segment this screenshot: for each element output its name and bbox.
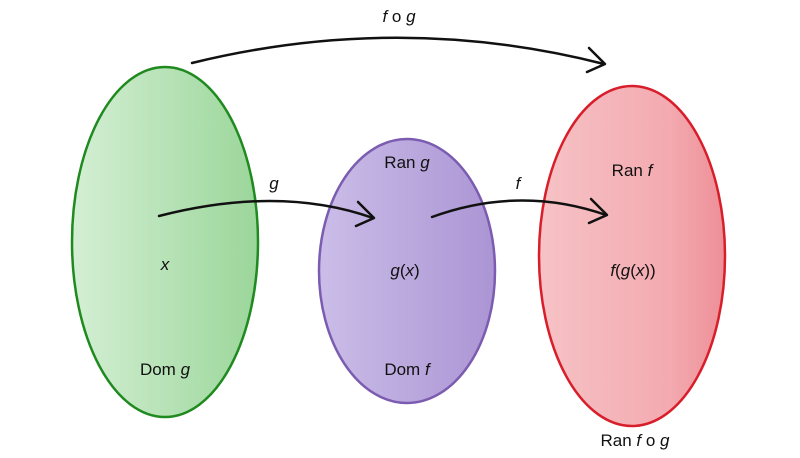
composite-arrow-label: f o g [382,7,416,26]
middle-ellipse [317,137,497,405]
f-arrowhead-icon [587,197,609,225]
f-of-g-of-x-label: f(g(x)) [610,261,655,280]
f-arrow [430,199,608,219]
ran-f-label: Ran f [612,161,655,180]
dom-g-label: Dom g [140,360,191,379]
ran-f-o-g-label: Ran f o g [600,431,670,450]
g-of-x-label: g(x) [390,261,419,280]
ran-g-label: Ran g [384,153,430,172]
f-arrow-label: f [516,174,523,193]
composite-arrow [190,36,606,66]
g-arrow-label: g [269,174,279,193]
composite-arrowhead-icon [585,46,607,74]
domain-g-ellipse [70,65,260,419]
element-x-label: x [160,255,170,274]
g-arrowhead-icon [354,200,376,228]
range-f-ellipse [537,84,727,428]
dom-f-label: Dom f [384,360,432,379]
g-arrow [157,199,375,220]
